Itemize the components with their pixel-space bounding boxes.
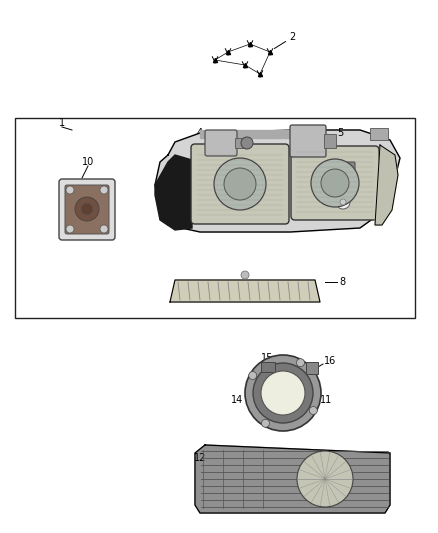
Text: 7: 7 bbox=[360, 195, 366, 205]
Circle shape bbox=[224, 168, 256, 200]
Circle shape bbox=[321, 169, 349, 197]
Circle shape bbox=[100, 186, 108, 194]
FancyBboxPatch shape bbox=[59, 179, 115, 240]
Circle shape bbox=[340, 199, 346, 205]
Text: 8: 8 bbox=[339, 277, 345, 287]
Circle shape bbox=[245, 355, 321, 431]
Text: 6: 6 bbox=[364, 158, 370, 168]
Text: 16: 16 bbox=[324, 356, 336, 366]
Circle shape bbox=[241, 137, 253, 149]
Polygon shape bbox=[155, 155, 192, 230]
Circle shape bbox=[261, 371, 305, 415]
Circle shape bbox=[249, 372, 257, 379]
Text: 15: 15 bbox=[261, 353, 273, 363]
Bar bbox=[324, 134, 336, 148]
Text: 14: 14 bbox=[231, 395, 243, 405]
Circle shape bbox=[311, 159, 359, 207]
Polygon shape bbox=[200, 130, 295, 138]
Circle shape bbox=[81, 203, 93, 215]
Text: 10: 10 bbox=[82, 157, 94, 167]
Circle shape bbox=[261, 419, 269, 427]
FancyBboxPatch shape bbox=[290, 125, 326, 157]
Circle shape bbox=[75, 197, 99, 221]
Circle shape bbox=[309, 407, 317, 415]
Circle shape bbox=[297, 359, 304, 367]
Circle shape bbox=[297, 451, 353, 507]
Text: 12: 12 bbox=[194, 453, 206, 463]
Text: 11: 11 bbox=[320, 395, 332, 405]
Circle shape bbox=[214, 158, 266, 210]
Polygon shape bbox=[155, 130, 400, 232]
Bar bbox=[370, 128, 388, 140]
Circle shape bbox=[253, 363, 313, 423]
Bar bbox=[235, 138, 247, 148]
Bar bbox=[261, 362, 275, 372]
FancyBboxPatch shape bbox=[291, 146, 379, 220]
FancyBboxPatch shape bbox=[335, 162, 355, 178]
FancyBboxPatch shape bbox=[205, 130, 237, 156]
Text: 4: 4 bbox=[197, 128, 203, 138]
Polygon shape bbox=[170, 280, 320, 302]
Text: 5: 5 bbox=[337, 128, 343, 138]
Polygon shape bbox=[375, 145, 398, 225]
Bar bbox=[306, 362, 318, 374]
FancyBboxPatch shape bbox=[191, 144, 289, 224]
Polygon shape bbox=[195, 445, 390, 513]
Circle shape bbox=[66, 186, 74, 194]
Text: 1: 1 bbox=[59, 118, 65, 128]
FancyBboxPatch shape bbox=[65, 185, 109, 234]
Bar bbox=[15, 118, 415, 318]
Text: 2: 2 bbox=[289, 32, 295, 42]
Circle shape bbox=[241, 271, 249, 279]
Circle shape bbox=[66, 225, 74, 233]
Circle shape bbox=[336, 195, 350, 209]
Circle shape bbox=[100, 225, 108, 233]
